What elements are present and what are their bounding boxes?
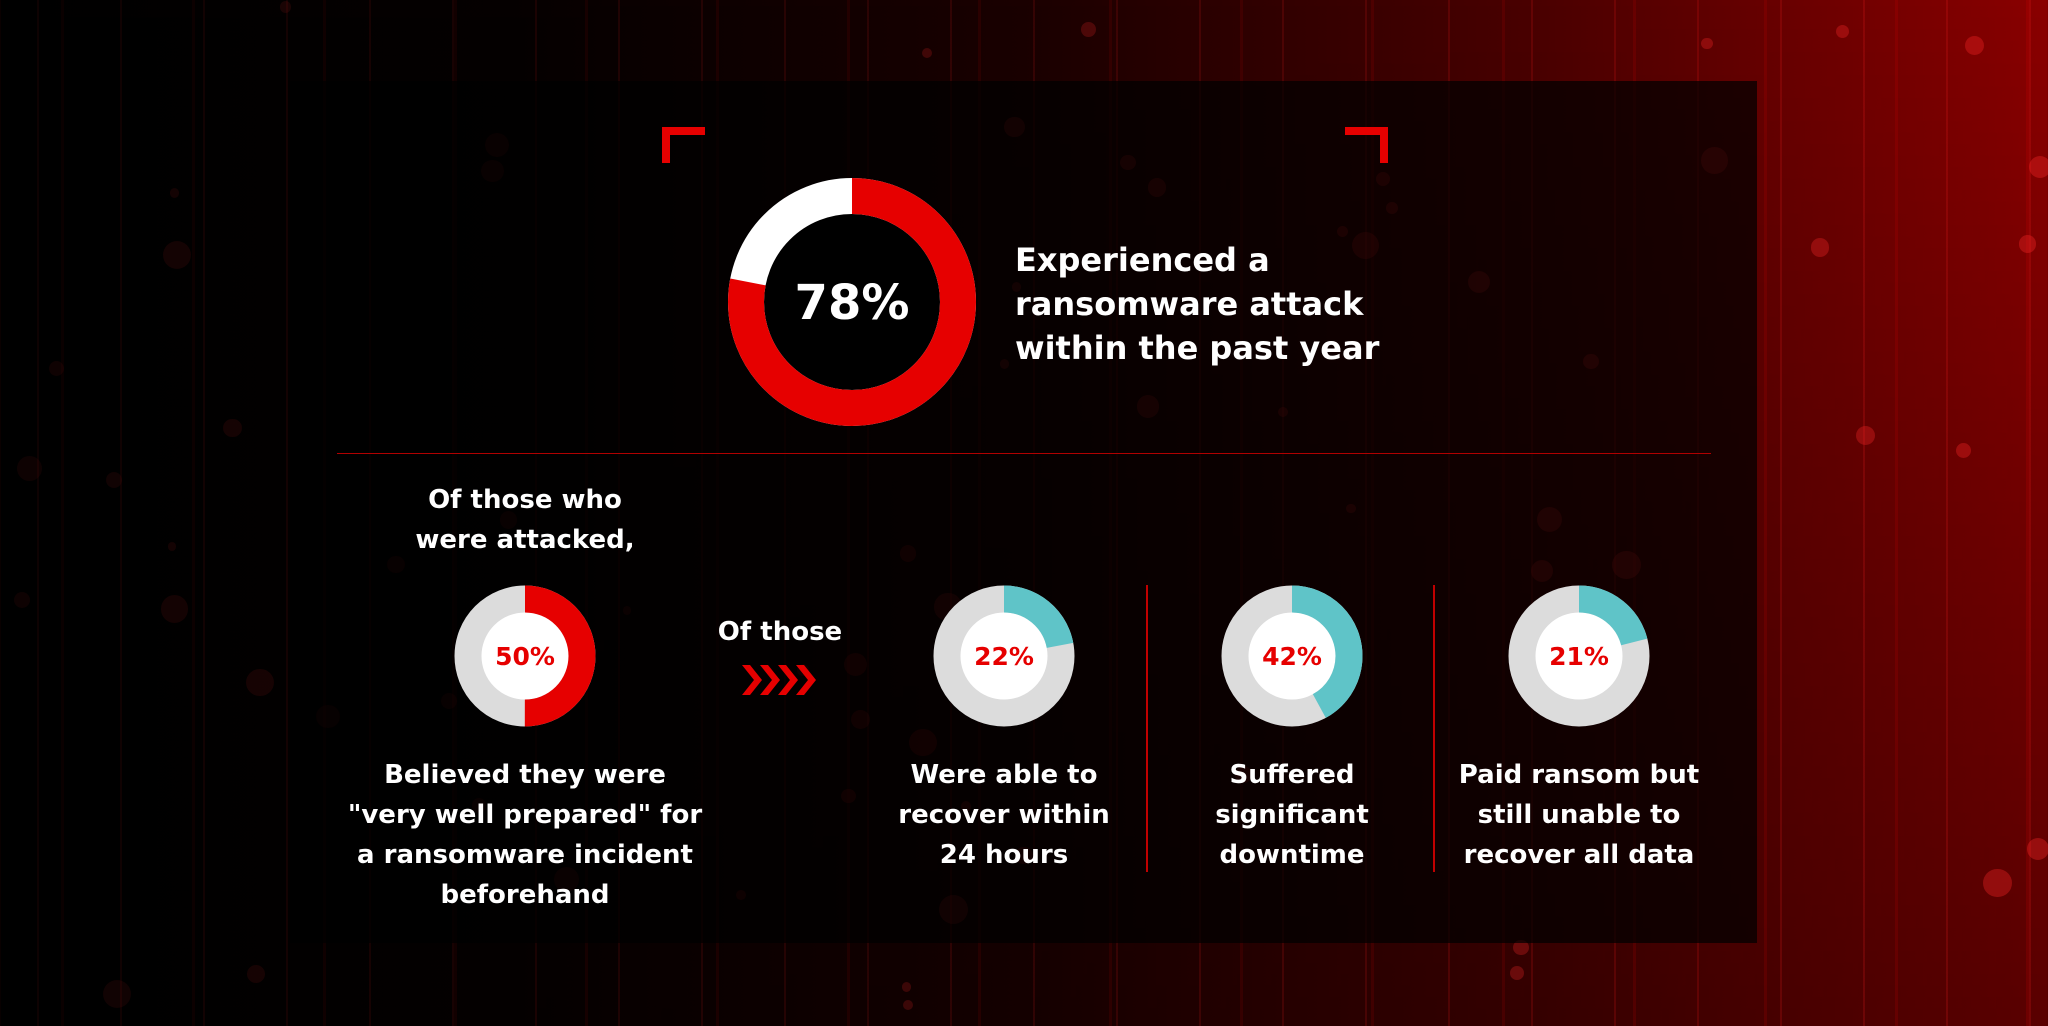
stat-donut: 22% bbox=[933, 585, 1075, 727]
stat-caption-line: significant bbox=[1215, 800, 1369, 830]
stat-caption: Believed they were "very well prepared" f… bbox=[348, 755, 702, 915]
stat-caption: Suffered significant downtime bbox=[1215, 755, 1369, 875]
bokeh-dot bbox=[105, 471, 123, 488]
stat-donut-arc bbox=[1221, 585, 1363, 727]
stat-caption-line: recover all data bbox=[1463, 840, 1695, 870]
column-separator bbox=[1433, 585, 1435, 872]
divider bbox=[337, 453, 1711, 454]
bokeh-dot bbox=[246, 668, 275, 697]
bokeh-dot bbox=[903, 1000, 914, 1011]
stat-caption-line: Believed they were bbox=[384, 760, 666, 790]
stat-caption: Were able to recover within 24 hours bbox=[898, 755, 1109, 875]
headline-line: within the past year bbox=[1015, 329, 1380, 367]
stat-caption-line: still unable to bbox=[1477, 800, 1681, 830]
transition-label: Of those bbox=[717, 617, 843, 647]
stat-caption-line: a ransomware incident bbox=[357, 840, 693, 870]
bokeh-dot bbox=[1956, 442, 1972, 458]
bokeh-dot bbox=[1700, 37, 1713, 50]
intro-text: Of those who were attacked, bbox=[415, 480, 634, 560]
corner-bracket-right bbox=[1345, 127, 1388, 163]
stat-donut: 50% bbox=[454, 585, 596, 727]
stat-donut-hole bbox=[1248, 612, 1336, 700]
stat-caption-line: 24 hours bbox=[939, 840, 1069, 870]
headline-line: Experienced a bbox=[1015, 241, 1270, 279]
stat-caption: Paid ransom but still unable to recover al… bbox=[1459, 755, 1699, 875]
infographic-panel bbox=[290, 81, 1757, 943]
stat-donut-arc bbox=[933, 585, 1075, 727]
stat-donut-arc bbox=[454, 585, 596, 727]
stat-percent: 22% bbox=[974, 642, 1034, 671]
bokeh-dot bbox=[169, 188, 180, 198]
bokeh-dot bbox=[901, 982, 912, 993]
bokeh-dot bbox=[223, 418, 242, 438]
bokeh-dot bbox=[102, 979, 132, 1009]
column-separator bbox=[1146, 585, 1148, 872]
headline-donut: 78% bbox=[728, 178, 976, 426]
bokeh-dot bbox=[279, 0, 292, 13]
stat-donut: 42% bbox=[1221, 585, 1363, 727]
bokeh-dot bbox=[922, 48, 933, 59]
stat-donut-arc bbox=[1508, 585, 1650, 727]
intro-line: were attacked, bbox=[415, 525, 635, 555]
bokeh-dot bbox=[1965, 35, 1985, 55]
stat-donut-hole bbox=[1535, 612, 1623, 700]
bokeh-dot bbox=[1080, 21, 1096, 37]
bokeh-dot bbox=[1983, 868, 2012, 898]
bokeh-dot bbox=[1509, 965, 1524, 980]
bokeh-dot bbox=[247, 965, 266, 984]
bokeh-dot bbox=[1855, 425, 1876, 446]
chevrons-right-icon bbox=[742, 665, 816, 695]
bokeh-dot bbox=[14, 591, 31, 608]
stat-caption-line: downtime bbox=[1219, 840, 1365, 870]
bokeh-dot bbox=[167, 542, 176, 551]
headline-line: ransomware attack bbox=[1015, 285, 1364, 323]
stat-donut-hole bbox=[481, 612, 569, 700]
bokeh-dot bbox=[2027, 837, 2048, 860]
intro-line: Of those who bbox=[428, 485, 622, 515]
bokeh-dot bbox=[160, 595, 189, 623]
headline-percent: 78% bbox=[795, 275, 910, 331]
bokeh-dot bbox=[49, 361, 65, 377]
stat-donut: 21% bbox=[1508, 585, 1650, 727]
stat-donut-hole bbox=[960, 612, 1048, 700]
headline-donut-hole bbox=[764, 214, 940, 390]
bokeh-dot bbox=[17, 455, 42, 481]
stat-caption-line: Paid ransom but bbox=[1458, 760, 1700, 790]
stat-percent: 21% bbox=[1549, 642, 1609, 671]
stat-percent: 42% bbox=[1262, 642, 1322, 671]
bokeh-dot bbox=[1810, 238, 1830, 257]
bokeh-dot bbox=[1835, 24, 1850, 39]
stat-percent: 50% bbox=[495, 642, 555, 671]
stat-caption-line: beforehand bbox=[440, 880, 610, 910]
corner-bracket-left bbox=[662, 127, 705, 163]
headline-text: Experienced a ransomware attack within t… bbox=[1015, 238, 1379, 370]
bokeh-dot bbox=[2018, 234, 2037, 253]
bokeh-dot bbox=[163, 241, 192, 270]
bokeh-dot bbox=[1513, 939, 1529, 955]
headline-donut-arc bbox=[728, 178, 976, 426]
stat-caption-line: "very well prepared" for bbox=[347, 800, 703, 830]
bokeh-dot bbox=[2028, 155, 2048, 179]
stat-caption-line: Suffered bbox=[1229, 760, 1355, 790]
stat-caption-line: Were able to bbox=[910, 760, 1098, 790]
stat-caption-line: recover within bbox=[898, 800, 1110, 830]
